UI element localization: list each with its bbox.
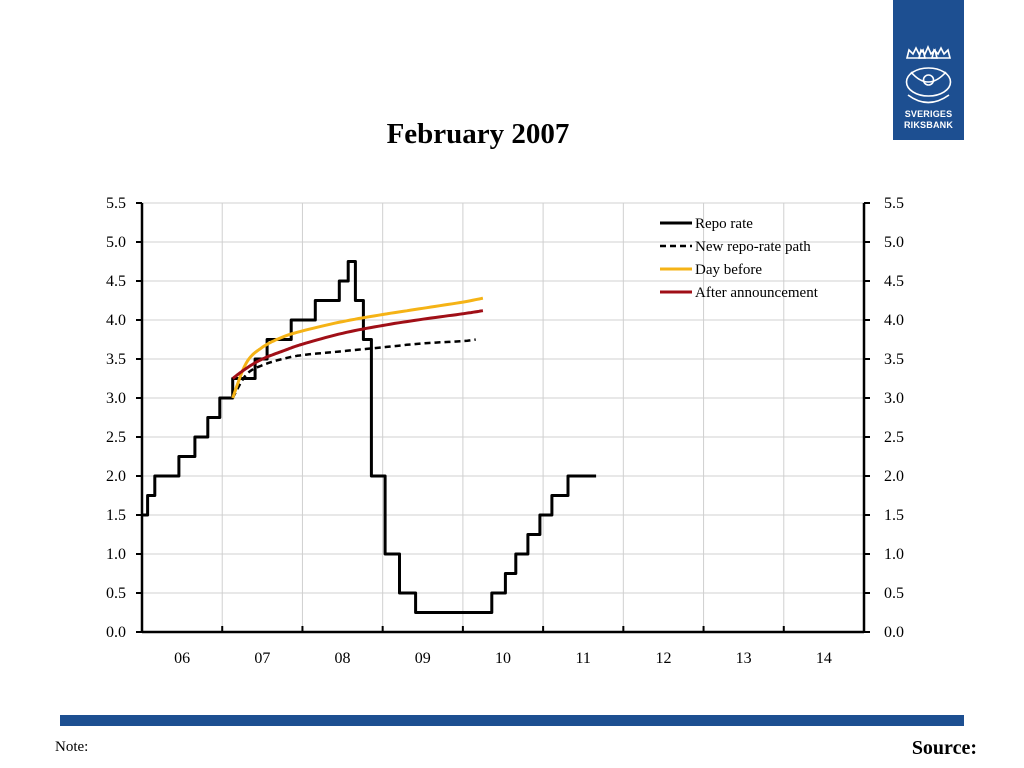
repo-rate-chart: 0.0 0.0 0.5 0.5 1.0 1.0 1.5 1.5 2.0 2.0 2.5 2.5 3.0 3… [106,195,904,667]
y-tick-label-left: 3.5 [106,351,126,368]
logo-text-line2: RIKSBANK [903,120,954,130]
y-tick-label-right: 2.5 [884,429,904,446]
y-tick-label-left: 2.5 [106,429,126,446]
series-line-repo-rate [142,260,597,614]
y-tick-label-left: 4.0 [106,312,126,329]
y-tick-label-left: 4.5 [106,273,126,290]
y-tick-label-left: 2.0 [106,468,126,485]
x-tick-label: 12 [655,650,671,667]
note-label: Note: [55,739,89,755]
series-line-new-repo-rate-path [231,338,477,399]
y-tick-label-left: 1.0 [106,546,126,563]
x-tick-label: 10 [495,650,511,667]
x-tick-label: 13 [736,650,752,667]
y-tick-label-right: 1.0 [884,546,904,563]
logo-text-line1: SVERIGES [904,109,953,119]
y-tick-label-right: 1.5 [884,507,904,524]
legend-entry: New repo-rate path [695,239,811,255]
y-tick-label-right: 3.0 [884,390,904,407]
x-tick-label: 11 [576,650,591,667]
series-line-day-before [231,296,484,399]
x-tick-label: 07 [254,650,270,667]
x-tick-label: 14 [816,650,832,667]
y-tick-label-right: 3.5 [884,351,904,368]
legend-entry: Repo rate [695,216,753,232]
x-tick-label: 06 [174,650,190,667]
legend-entry: After announcement [695,285,819,301]
source-label: Source: [911,737,977,759]
y-tick-label-left: 1.5 [106,507,126,524]
y-tick-label-right: 4.5 [884,273,904,290]
y-tick-label-right: 5.0 [884,234,904,251]
x-tick-label: 08 [335,650,351,667]
y-tick-label-left: 0.5 [106,585,126,602]
chart-title: February 2007 [386,118,570,150]
y-tick-label-right: 2.0 [884,468,904,485]
y-tick-label-left: 0.0 [106,624,126,641]
riksbank-logo: SVERIGES RIKSBANK [893,0,964,140]
y-tick-label-left: 3.0 [106,390,126,407]
y-tick-label-right: 0.0 [884,624,904,641]
series-line-after-announcement [231,309,484,380]
crown-emblem-icon [905,44,952,104]
y-tick-label-right: 4.0 [884,312,904,329]
legend-entry: Day before [695,262,762,278]
y-tick-label-right: 5.5 [884,195,904,212]
y-tick-label-left: 5.0 [106,234,126,251]
x-tick-label: 09 [415,650,431,667]
y-tick-label-left: 5.5 [106,195,126,212]
y-tick-label-right: 0.5 [884,585,904,602]
footer-rule [60,715,964,726]
